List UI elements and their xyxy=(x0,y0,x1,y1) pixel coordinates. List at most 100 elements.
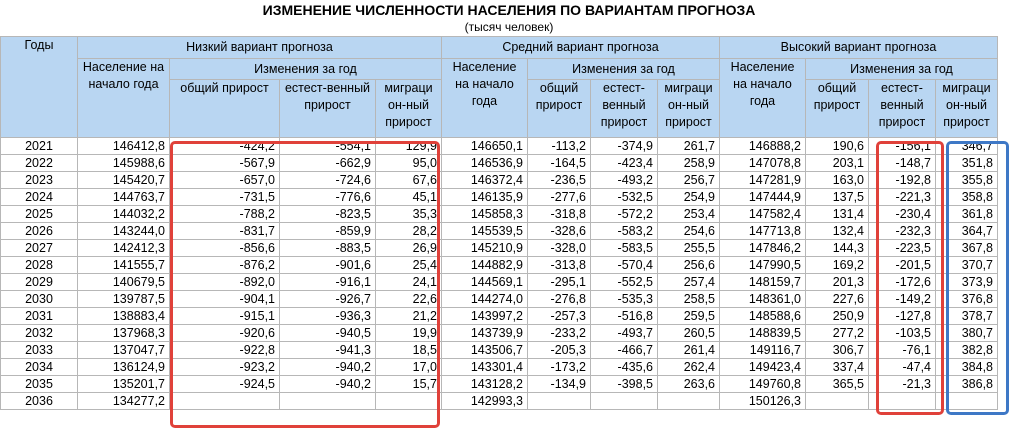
cell-m-mig: 261,4 xyxy=(657,341,720,359)
header-low-changes: Изменения за год xyxy=(169,58,442,80)
cell-m-nat: -535,3 xyxy=(590,290,658,308)
cell-h-tot: 337,4 xyxy=(805,358,869,376)
cell-l-mig: 17,0 xyxy=(375,358,442,376)
cell-l-mig: 18,5 xyxy=(375,341,442,359)
cell-year: 2029 xyxy=(0,273,78,291)
cell-m-mig: 256,7 xyxy=(657,171,720,189)
cell-m-pop: 146536,9 xyxy=(441,154,528,172)
cell-h-tot: 190,6 xyxy=(805,137,869,155)
cell-l-mig: 35,3 xyxy=(375,205,442,223)
cell-m-tot: -328,6 xyxy=(527,222,591,240)
cell-m-pop: 144274,0 xyxy=(441,290,528,308)
cell-m-pop: 145539,5 xyxy=(441,222,528,240)
header-low-population: Население на начало года xyxy=(77,58,170,138)
cell-h-tot: 137,5 xyxy=(805,188,869,206)
cell-m-tot: -113,2 xyxy=(527,137,591,155)
cell-m-mig: 260,5 xyxy=(657,324,720,342)
cell-year: 2027 xyxy=(0,239,78,257)
cell-m-mig: 254,6 xyxy=(657,222,720,240)
cell-h-pop: 149760,8 xyxy=(719,375,806,393)
cell-h-mig: 380,7 xyxy=(935,324,998,342)
table-row: 2036 134277,2 142993,3 150126,3 xyxy=(0,392,998,410)
cell-h-mig: 355,8 xyxy=(935,171,998,189)
cell-l-pop: 141555,7 xyxy=(77,256,170,274)
cell-l-nat: -776,6 xyxy=(279,188,376,206)
cell-m-nat: -532,5 xyxy=(590,188,658,206)
header-high-migration-growth: миграци он-ный прирост xyxy=(935,79,998,138)
table-row: 2028 141555,7 -876,2 -901,6 25,4 144882,9 -313… xyxy=(0,256,998,274)
table-row: 2023 145420,7 -657,0 -724,6 67,6 146372,4 -236… xyxy=(0,171,998,189)
cell-h-nat: -127,8 xyxy=(868,307,936,325)
cell-m-nat: -493,7 xyxy=(590,324,658,342)
cell-year: 2036 xyxy=(0,392,78,410)
cell-h-pop: 149423,4 xyxy=(719,358,806,376)
cell-year: 2028 xyxy=(0,256,78,274)
cell-l-tot: -904,1 xyxy=(169,290,280,308)
cell-m-tot: -236,5 xyxy=(527,171,591,189)
cell-h-mig: 364,7 xyxy=(935,222,998,240)
cell-m-mig xyxy=(657,392,720,410)
cell-l-mig: 25,4 xyxy=(375,256,442,274)
cell-m-nat xyxy=(590,392,658,410)
cell-h-tot: 365,5 xyxy=(805,375,869,393)
cell-m-pop: 146650,1 xyxy=(441,137,528,155)
cell-m-tot: -173,2 xyxy=(527,358,591,376)
cell-l-nat: -724,6 xyxy=(279,171,376,189)
cell-l-nat: -554,1 xyxy=(279,137,376,155)
cell-year: 2035 xyxy=(0,375,78,393)
cell-l-mig: 67,6 xyxy=(375,171,442,189)
cell-year: 2021 xyxy=(0,137,78,155)
cell-l-pop: 143244,0 xyxy=(77,222,170,240)
cell-h-nat xyxy=(868,392,936,410)
cell-m-tot: -276,8 xyxy=(527,290,591,308)
cell-m-mig: 255,5 xyxy=(657,239,720,257)
cell-m-nat: -466,7 xyxy=(590,341,658,359)
cell-year: 2034 xyxy=(0,358,78,376)
cell-h-mig: 361,8 xyxy=(935,205,998,223)
cell-h-mig: 386,8 xyxy=(935,375,998,393)
cell-l-pop: 137968,3 xyxy=(77,324,170,342)
cell-m-nat: -493,2 xyxy=(590,171,658,189)
cell-l-tot: -920,6 xyxy=(169,324,280,342)
cell-h-mig: 382,8 xyxy=(935,341,998,359)
cell-h-mig: 367,8 xyxy=(935,239,998,257)
cell-l-nat: -859,9 xyxy=(279,222,376,240)
cell-h-mig: 376,8 xyxy=(935,290,998,308)
cell-year: 2031 xyxy=(0,307,78,325)
cell-h-tot: 132,4 xyxy=(805,222,869,240)
cell-h-tot: 203,1 xyxy=(805,154,869,172)
cell-h-pop: 146888,2 xyxy=(719,137,806,155)
cell-l-tot xyxy=(169,392,280,410)
cell-l-tot: -876,2 xyxy=(169,256,280,274)
header-mid-migration-growth: миграци он-ный прирост xyxy=(657,79,720,138)
cell-m-nat: -572,2 xyxy=(590,205,658,223)
cell-h-mig: 378,7 xyxy=(935,307,998,325)
cell-m-tot: -257,3 xyxy=(527,307,591,325)
header-mid-natural-growth: естест-венный прирост xyxy=(590,79,658,138)
cell-m-pop: 145858,3 xyxy=(441,205,528,223)
cell-m-nat: -570,4 xyxy=(590,256,658,274)
header-high-variant: Высокий вариант прогноза xyxy=(719,36,998,59)
cell-m-tot: -277,6 xyxy=(527,188,591,206)
cell-h-nat: -21,3 xyxy=(868,375,936,393)
header-low-total-growth: общий прирост xyxy=(169,79,280,138)
table-row: 2032 137968,3 -920,6 -940,5 19,9 143739,9 -233… xyxy=(0,324,998,342)
cell-m-nat: -435,6 xyxy=(590,358,658,376)
cell-m-pop: 143506,7 xyxy=(441,341,528,359)
cell-m-nat: -374,9 xyxy=(590,137,658,155)
cell-l-pop: 134277,2 xyxy=(77,392,170,410)
cell-h-nat: -223,5 xyxy=(868,239,936,257)
cell-l-pop: 146412,8 xyxy=(77,137,170,155)
cell-year: 2022 xyxy=(0,154,78,172)
header-mid-variant: Средний вариант прогноза xyxy=(441,36,720,59)
cell-h-pop: 147281,9 xyxy=(719,171,806,189)
header-mid-total-growth: общий прирост xyxy=(527,79,591,138)
cell-h-pop: 147713,8 xyxy=(719,222,806,240)
header-high-changes: Изменения за год xyxy=(805,58,998,80)
cell-m-nat: -516,8 xyxy=(590,307,658,325)
cell-l-pop: 139787,5 xyxy=(77,290,170,308)
cell-h-mig: 384,8 xyxy=(935,358,998,376)
cell-l-mig: 45,1 xyxy=(375,188,442,206)
cell-m-tot: -134,9 xyxy=(527,375,591,393)
cell-m-tot: -295,1 xyxy=(527,273,591,291)
